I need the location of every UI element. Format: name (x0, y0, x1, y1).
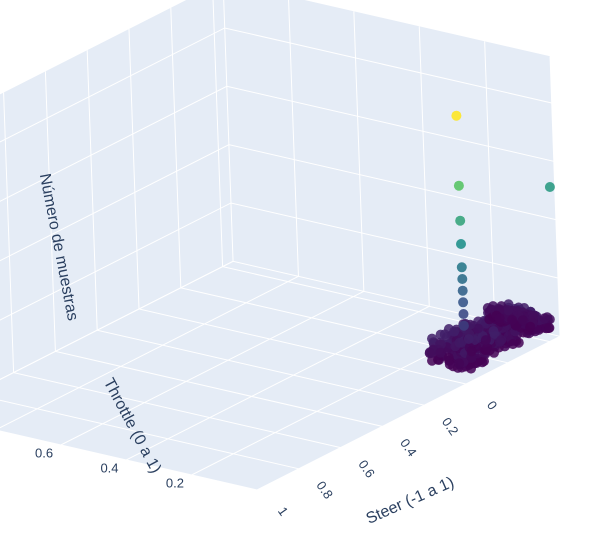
x-tick-label: 0 (484, 398, 500, 413)
grid-line (0, 27, 552, 143)
data-point (449, 326, 460, 337)
data-point (427, 333, 437, 344)
data-point (494, 313, 505, 324)
data-point (489, 347, 499, 358)
data-point (517, 315, 528, 326)
data-point (496, 334, 507, 345)
data-point (472, 323, 483, 334)
data-point (451, 110, 462, 121)
y-tick-label: 0.4 (100, 461, 118, 476)
data-point (458, 320, 469, 331)
y-tick-label: 0.2 (166, 476, 184, 491)
x-tick-label: 0.6 (355, 457, 378, 480)
data-point (435, 347, 446, 358)
data-point (455, 215, 466, 226)
data-point (457, 285, 468, 296)
x-tick-label: 0.2 (439, 415, 462, 438)
grid-line (0, 85, 554, 202)
axis-panes (0, 0, 561, 490)
x-tick-label: 1 (275, 504, 291, 519)
data-point (544, 182, 555, 192)
x-tick-label: 0.4 (397, 436, 420, 459)
data-point (503, 305, 514, 316)
grid-line (0, 260, 561, 381)
y-tick-label: 0.6 (35, 446, 53, 461)
grid-line (0, 430, 258, 491)
x-tick-label: 0.8 (313, 478, 336, 501)
data-point (525, 321, 536, 332)
data-point (488, 326, 499, 336)
data-points (424, 110, 555, 374)
data-point (477, 357, 488, 368)
data-point (466, 346, 477, 357)
data-point (458, 309, 469, 319)
grid-line (0, 202, 559, 321)
data-point (456, 262, 467, 273)
data-point (454, 358, 465, 369)
data-point (466, 363, 476, 374)
data-point (463, 334, 474, 344)
data-point (458, 297, 469, 308)
data-point (482, 342, 493, 353)
data-point (444, 359, 455, 370)
x-axis-title: Steer (-1 a 1) (364, 474, 457, 528)
data-point (544, 322, 555, 333)
data-point (424, 348, 435, 359)
data-point (454, 337, 465, 348)
data-point (456, 239, 466, 249)
data-point (539, 313, 550, 324)
grid-line (0, 144, 556, 262)
data-point (453, 180, 464, 191)
data-point (457, 274, 468, 284)
data-point (507, 315, 518, 326)
data-point (480, 335, 491, 346)
left-pane (0, 0, 234, 380)
grid-line (0, 399, 299, 470)
data-point (507, 339, 518, 350)
back-pane (223, 0, 561, 337)
